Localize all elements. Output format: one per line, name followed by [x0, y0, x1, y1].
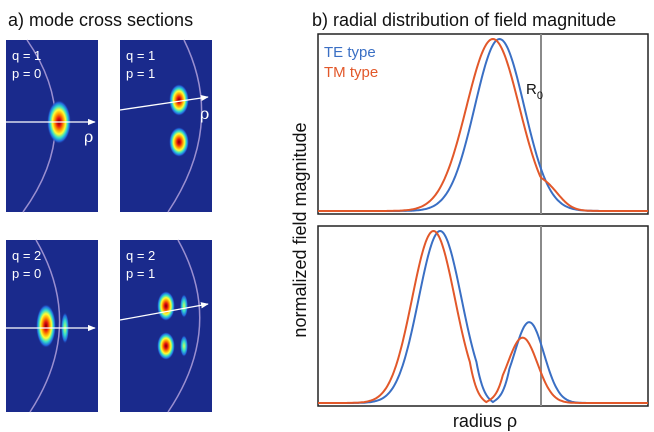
p-label: p = 1 [126, 66, 155, 81]
panel-a-title: a) mode cross sections [8, 10, 193, 30]
radial-arrow [119, 302, 209, 321]
tm-curve-bottom [318, 229, 648, 404]
y-axis-label: normalized field magnitude [290, 122, 310, 337]
q-label: q = 1 [126, 48, 155, 63]
plot-bottom [317, 225, 649, 407]
mode-panel-q2-p0: q = 2 p = 0 [6, 239, 98, 413]
p-label: p = 1 [126, 266, 155, 281]
q-label: q = 2 [12, 248, 41, 263]
mode-panel-q1-p0: q = 1 p = 0 ρ [6, 39, 98, 213]
q-label: q = 1 [12, 48, 41, 63]
rho-label: ρ [200, 104, 209, 123]
field-spot [169, 84, 189, 116]
x-axis-label: radius ρ [453, 411, 517, 431]
mode-background [120, 40, 212, 212]
field-spot [36, 304, 56, 348]
r0-label: R0 [526, 81, 543, 102]
legend-te: TE type [324, 44, 376, 61]
radial-arrow [119, 94, 209, 111]
legend-tm: TM type [324, 64, 378, 81]
panel-b-title: b) radial distribution of field magnitud… [312, 10, 616, 30]
te-curve-bottom [318, 229, 648, 404]
resonator-boundary [167, 239, 201, 413]
resonator-boundary [29, 239, 61, 413]
field-spot-weak [180, 335, 188, 357]
plot-frame-bottom [317, 225, 649, 407]
tm-curve-top [318, 37, 648, 212]
q-label: q = 2 [126, 248, 155, 263]
field-spot [157, 332, 175, 360]
plot-top: TE type TM type R0 [317, 33, 649, 215]
mode-background [120, 240, 212, 412]
field-spot [157, 291, 175, 321]
p-label: p = 0 [12, 66, 41, 81]
resonator-boundary [167, 39, 203, 213]
p-label: p = 0 [12, 266, 41, 281]
rho-label: ρ [84, 127, 93, 146]
mode-panel-q2-p1: q = 2 p = 1 [119, 239, 212, 413]
plot-frame-top [317, 33, 649, 215]
mode-panel-q1-p1: q = 1 p = 1 ρ [119, 39, 212, 213]
field-spot [169, 127, 189, 157]
field-spot-weak [180, 294, 188, 318]
